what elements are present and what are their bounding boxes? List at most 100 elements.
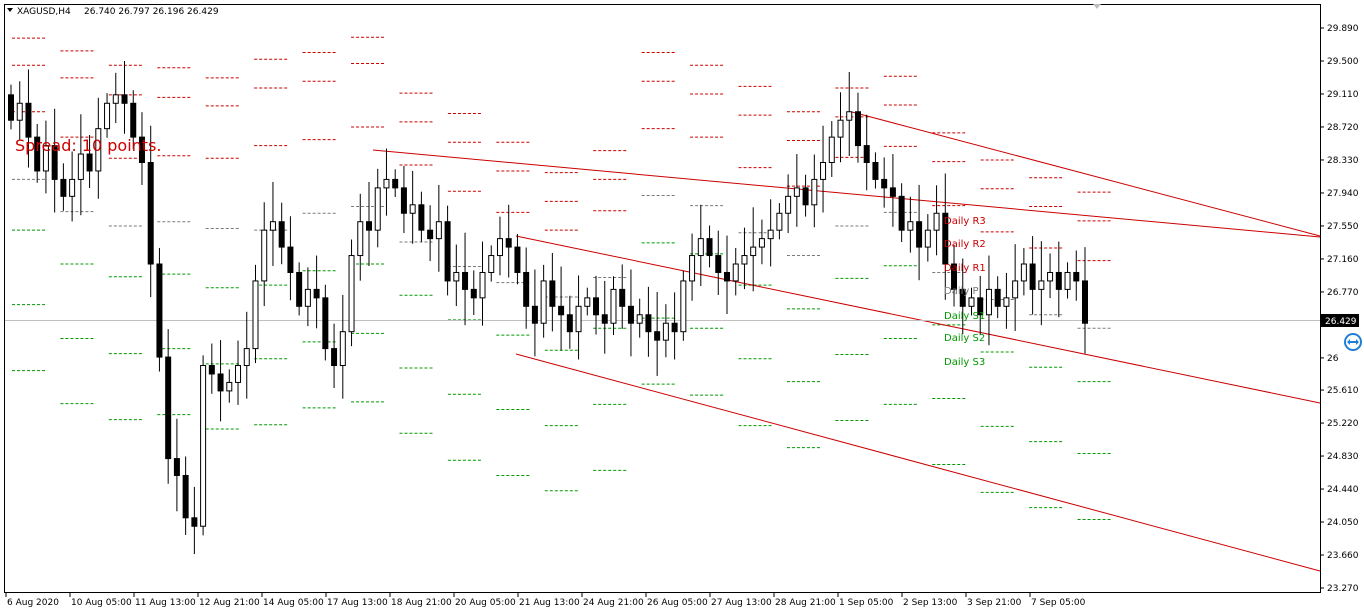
teamviewer-icon[interactable] bbox=[1344, 333, 1362, 351]
candle bbox=[348, 239, 355, 347]
y-tick-label: 26 bbox=[1327, 354, 1339, 364]
pivot-label-s2: Daily S2 bbox=[944, 333, 985, 344]
candle bbox=[392, 169, 399, 198]
candle bbox=[1047, 253, 1054, 299]
symbol-timeframe: XAGUSD,H4 bbox=[17, 7, 71, 17]
candle bbox=[418, 191, 425, 242]
candle bbox=[243, 311, 250, 399]
candle bbox=[889, 154, 896, 227]
candle bbox=[610, 276, 617, 336]
candle bbox=[680, 270, 687, 341]
y-tick-label: 29.500 bbox=[1327, 57, 1359, 67]
candle bbox=[304, 267, 311, 327]
candle bbox=[269, 181, 276, 266]
channel-upper-line-2[interactable] bbox=[851, 111, 1321, 237]
candle bbox=[689, 233, 696, 301]
candle bbox=[1020, 247, 1027, 296]
candle bbox=[435, 184, 442, 272]
x-tick-label: 14 Aug 05:00 bbox=[263, 598, 324, 608]
pivot-label-s1: Daily S1 bbox=[944, 311, 985, 322]
candle bbox=[959, 258, 966, 335]
candle bbox=[942, 173, 949, 300]
y-tick-label: 27.160 bbox=[1327, 255, 1359, 265]
candle bbox=[767, 199, 774, 267]
one-click-trading-arrow-icon[interactable] bbox=[1093, 4, 1101, 9]
candle bbox=[1055, 241, 1062, 318]
x-tick-label: 27 Aug 13:00 bbox=[711, 598, 772, 608]
candle bbox=[69, 151, 76, 222]
channel-upper-line[interactable] bbox=[372, 149, 1321, 238]
candle bbox=[863, 114, 870, 191]
candle bbox=[1082, 247, 1088, 354]
candle bbox=[208, 343, 215, 394]
x-tick-label: 20 Aug 05:00 bbox=[455, 598, 516, 608]
candle bbox=[112, 72, 119, 124]
candle bbox=[916, 184, 923, 281]
candle bbox=[191, 486, 198, 555]
candle bbox=[357, 193, 364, 281]
candle bbox=[907, 196, 914, 253]
x-tick-label: 21 Aug 13:00 bbox=[519, 598, 580, 608]
chart-header[interactable]: XAGUSD,H4 26.740 26.797 26.196 26.429 bbox=[7, 7, 219, 17]
pivot-levels bbox=[12, 36, 1112, 520]
candle bbox=[261, 202, 268, 307]
x-tick-label: 28 Aug 21:00 bbox=[775, 598, 836, 608]
candle bbox=[697, 204, 704, 287]
x-tick-label: 26 Aug 05:00 bbox=[647, 598, 708, 608]
candle bbox=[1073, 250, 1080, 301]
candle bbox=[994, 276, 1001, 319]
candle bbox=[881, 157, 888, 208]
price-channel[interactable] bbox=[372, 111, 1321, 572]
candle bbox=[173, 418, 180, 512]
candle bbox=[1064, 262, 1071, 299]
time-axis[interactable]: 6 Aug 2020 10 Aug 05:00 11 Aug 13:00 12 Aug… bbox=[5, 592, 1086, 608]
x-tick-label: 7 Sep 05:00 bbox=[1031, 598, 1086, 608]
candle bbox=[662, 304, 669, 358]
candle bbox=[654, 291, 661, 376]
spread-label: Spread: 10 points. bbox=[15, 136, 162, 155]
y-tick-label: 25.610 bbox=[1327, 386, 1359, 396]
candle bbox=[104, 93, 111, 138]
candle bbox=[16, 81, 23, 140]
candle bbox=[828, 121, 835, 177]
channel-lower-line[interactable] bbox=[515, 353, 1321, 572]
candle bbox=[339, 294, 346, 399]
candle bbox=[977, 275, 984, 335]
x-tick-label: 2 Sep 13:00 bbox=[903, 598, 958, 608]
pivot-labels: Daily R3 Daily R2 Daily R1 Daily P Daily… bbox=[944, 216, 986, 368]
candle bbox=[479, 241, 486, 326]
candle bbox=[846, 71, 853, 156]
candles bbox=[8, 60, 1088, 555]
candle bbox=[296, 262, 303, 316]
candle bbox=[1003, 272, 1010, 329]
candle bbox=[898, 183, 905, 242]
y-tick-label: 27.550 bbox=[1327, 222, 1359, 232]
candle bbox=[51, 108, 58, 213]
x-tick-label: 6 Aug 2020 bbox=[7, 598, 59, 608]
pivot-label-s3: Daily S3 bbox=[944, 357, 985, 368]
x-tick-label: 12 Aug 21:00 bbox=[199, 598, 260, 608]
y-tick-label: 29.110 bbox=[1327, 90, 1359, 100]
candle bbox=[924, 214, 931, 262]
candle bbox=[287, 216, 294, 301]
pivot-label-r3: Daily R3 bbox=[944, 216, 986, 227]
channel-middle-line[interactable] bbox=[515, 235, 1321, 404]
y-tick-label: 25.220 bbox=[1327, 419, 1359, 429]
candle bbox=[313, 255, 320, 329]
candle bbox=[1012, 244, 1019, 331]
candle bbox=[121, 60, 128, 134]
x-tick-label: 18 Aug 21:00 bbox=[391, 598, 452, 608]
x-tick-label: 24 Aug 21:00 bbox=[583, 598, 644, 608]
current-price-value: 26.429 bbox=[1325, 317, 1357, 327]
candle bbox=[453, 244, 460, 307]
pivot-label-p: Daily P bbox=[944, 286, 979, 297]
price-axis[interactable]: 29.890 29.500 29.110 28.720 28.330 27.940 27.5… bbox=[1320, 24, 1359, 594]
candle bbox=[601, 280, 608, 354]
candle bbox=[200, 355, 207, 536]
candle bbox=[8, 84, 14, 130]
chart-menu-triangle-icon[interactable] bbox=[7, 8, 13, 12]
candle bbox=[331, 323, 338, 388]
y-tick-label: 28.720 bbox=[1327, 123, 1359, 133]
candle bbox=[25, 69, 32, 168]
